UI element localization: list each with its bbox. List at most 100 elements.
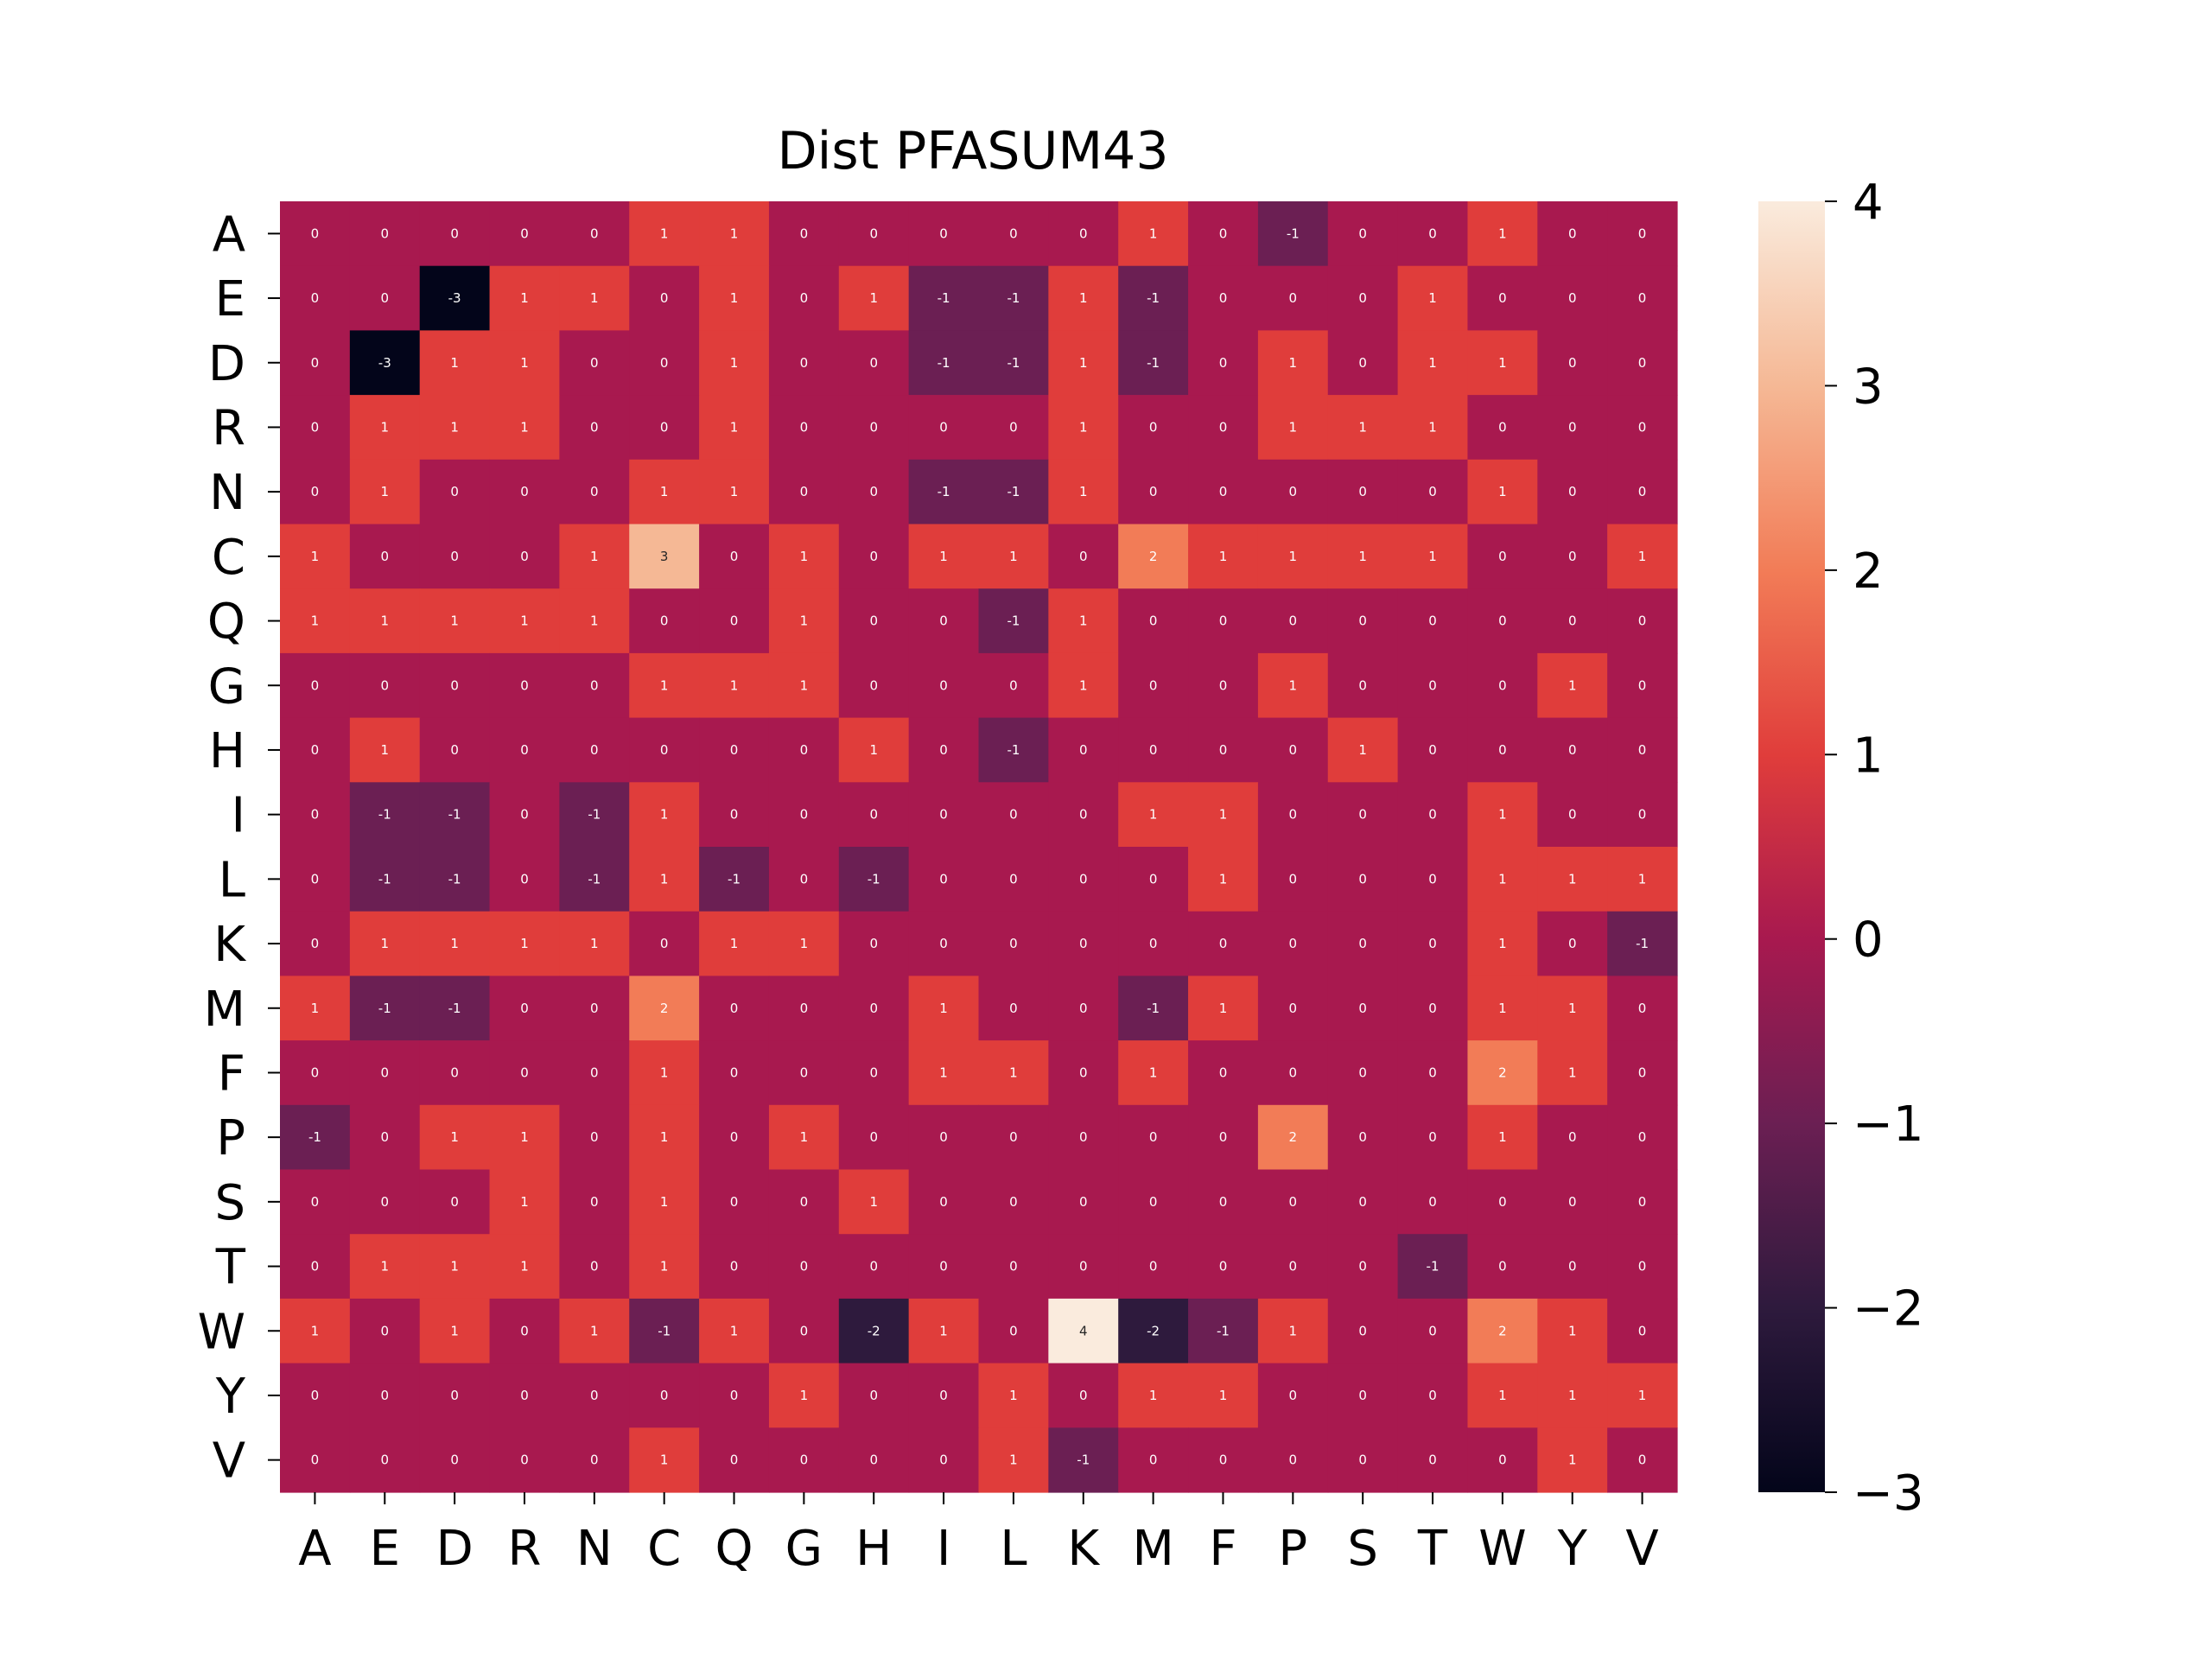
heatmap-cell-Q-P: [1257, 588, 1329, 654]
cell-value-label: 1: [1079, 613, 1088, 629]
heatmap-cell-F-K: [1048, 1040, 1119, 1106]
heatmap-cell-N-D: [419, 459, 491, 525]
heatmap-cell-V-T: [1397, 1427, 1469, 1493]
cell-value-label: 0: [660, 1388, 669, 1403]
heatmap-cell-L-P: [1257, 847, 1329, 912]
heatmap-cell-A-N: [559, 201, 630, 267]
y-tick-label: V: [213, 1433, 245, 1490]
y-tick-label: H: [209, 723, 245, 779]
heatmap-cell-W-C: [629, 1298, 700, 1364]
heatmap-cell-Y-R: [489, 1363, 560, 1428]
heatmap-cell-C-H: [838, 524, 910, 589]
cell-value-label: 0: [1219, 290, 1228, 306]
cell-value-label: 0: [800, 807, 809, 823]
heatmap-cell-G-A: [280, 652, 351, 719]
cell-value-label: 0: [520, 549, 529, 564]
cell-value-label: 0: [1638, 355, 1647, 371]
heatmap-cell-G-I: [908, 652, 980, 719]
y-tick-label: C: [212, 530, 245, 586]
cell-value-label: 1: [730, 226, 739, 241]
cell-value-label: -1: [448, 807, 461, 823]
heatmap-cell-S-S: [1327, 1169, 1399, 1235]
heatmap-cell-V-S: [1327, 1427, 1399, 1493]
cell-value-label: 2: [660, 1001, 669, 1016]
heatmap-cell-I-N: [559, 782, 630, 848]
heatmap-cell-D-L: [978, 330, 1049, 396]
cell-value-label: 0: [1498, 290, 1507, 306]
cell-value-label: 1: [1079, 484, 1088, 499]
cell-value-label: 1: [1498, 355, 1507, 371]
cell-value-label: 0: [450, 549, 459, 564]
heatmap-cell-A-M: [1118, 201, 1189, 267]
cell-value-label: 1: [450, 355, 459, 371]
heatmap-cell-I-P: [1257, 782, 1329, 848]
heatmap-cell-A-Q: [699, 201, 770, 267]
cell-value-label: 0: [939, 1388, 948, 1403]
cell-value-label: 0: [1079, 1259, 1088, 1274]
cell-value-label: 0: [1149, 677, 1158, 693]
cell-value-label: 1: [800, 549, 809, 564]
cell-value-label: 1: [939, 549, 948, 564]
cell-value-label: 0: [1498, 1194, 1507, 1210]
heatmap-cell-Y-Y: [1537, 1363, 1608, 1428]
heatmap-cell-R-R: [489, 395, 560, 461]
heatmap-cell-M-D: [419, 976, 491, 1041]
heatmap-cell-C-V: [1607, 524, 1678, 589]
heatmap-cell-C-A: [280, 524, 351, 589]
cell-value-label: 0: [800, 1001, 809, 1016]
cell-value-label: 1: [1219, 1388, 1228, 1403]
heatmap-cell-R-Q: [699, 395, 770, 461]
heatmap-cell-Q-E: [349, 588, 421, 654]
heatmap-cell-P-Q: [699, 1104, 770, 1171]
heatmap-cell-D-I: [908, 330, 980, 396]
cell-value-label: -1: [378, 1001, 391, 1016]
heatmap-cell-D-R: [489, 330, 560, 396]
cell-value-label: 0: [1079, 807, 1088, 823]
heatmap-cell-W-N: [559, 1298, 630, 1364]
heatmap-cell-R-F: [1188, 395, 1259, 461]
heatmap-cell-I-F: [1188, 782, 1259, 848]
heatmap-cell-Y-D: [419, 1363, 491, 1428]
cell-value-label: 1: [520, 1129, 529, 1145]
heatmap-cell-E-E: [349, 265, 421, 331]
heatmap-cell-M-G: [768, 976, 840, 1041]
heatmap-cell-T-T: [1397, 1234, 1469, 1300]
heatmap-cell-H-P: [1257, 717, 1329, 783]
cell-value-label: 0: [939, 677, 948, 693]
heatmap-cell-N-Y: [1537, 459, 1608, 525]
heatmap-cell-Q-I: [908, 588, 980, 654]
cell-value-label: 0: [1079, 936, 1088, 951]
heatmap-cell-P-G: [768, 1104, 840, 1171]
cell-value-label: 0: [1149, 1129, 1158, 1145]
x-tick-label: W: [1478, 1521, 1526, 1577]
colorbar-tick-label: 4: [1853, 175, 1884, 231]
heatmap-cell-F-A: [280, 1040, 351, 1106]
heatmap-cell-L-D: [419, 847, 491, 912]
heatmap-cell-W-I: [908, 1298, 980, 1364]
heatmap-cell-K-W: [1467, 911, 1538, 976]
heatmap-cell-N-I: [908, 459, 980, 525]
cell-value-label: 0: [311, 807, 320, 823]
cell-value-label: 0: [381, 1065, 390, 1080]
heatmap-cell-R-G: [768, 395, 840, 461]
cell-value-label: 1: [520, 290, 529, 306]
x-tick-label: N: [576, 1521, 613, 1577]
heatmap-cell-G-H: [838, 652, 910, 719]
cell-value-label: 0: [939, 419, 948, 435]
cell-value-label: 1: [800, 1388, 809, 1403]
heatmap-cell-I-Y: [1537, 782, 1608, 848]
cell-value-label: 1: [1358, 549, 1367, 564]
cell-value-label: 0: [869, 1388, 878, 1403]
heatmap-cell-I-H: [838, 782, 910, 848]
heatmap-cell-E-Y: [1537, 265, 1608, 331]
cell-value-label: 0: [1009, 1259, 1018, 1274]
cell-value-label: 0: [590, 484, 599, 499]
x-tick-label: K: [1067, 1521, 1100, 1577]
heatmap-cell-R-K: [1048, 395, 1119, 461]
heatmap-cell-P-H: [838, 1104, 910, 1171]
heatmap-cell-M-T: [1397, 976, 1469, 1041]
x-tick-label: C: [647, 1521, 681, 1577]
heatmap-cell-T-P: [1257, 1234, 1329, 1300]
cell-value-label: -1: [378, 807, 391, 823]
heatmap-cell-N-V: [1607, 459, 1678, 525]
